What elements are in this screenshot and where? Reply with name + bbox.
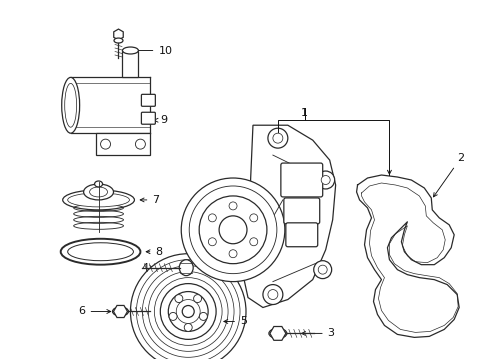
Circle shape <box>154 278 222 345</box>
Ellipse shape <box>179 260 193 276</box>
Circle shape <box>208 214 216 222</box>
Polygon shape <box>122 50 138 77</box>
Circle shape <box>199 312 207 320</box>
Circle shape <box>314 261 332 279</box>
Circle shape <box>175 294 183 303</box>
Circle shape <box>176 300 200 323</box>
Circle shape <box>130 254 246 360</box>
Circle shape <box>263 285 283 305</box>
Circle shape <box>273 133 283 143</box>
FancyBboxPatch shape <box>286 223 318 247</box>
Circle shape <box>148 272 228 351</box>
Ellipse shape <box>269 328 287 338</box>
Circle shape <box>317 171 335 189</box>
Text: 10: 10 <box>126 45 172 55</box>
Ellipse shape <box>95 181 102 187</box>
Circle shape <box>136 260 240 360</box>
Ellipse shape <box>65 84 76 127</box>
Ellipse shape <box>122 47 138 54</box>
Circle shape <box>318 265 327 274</box>
Text: 9: 9 <box>154 115 168 125</box>
Text: 7: 7 <box>140 195 159 205</box>
Circle shape <box>143 266 234 357</box>
Circle shape <box>268 128 288 148</box>
Ellipse shape <box>68 193 129 207</box>
Circle shape <box>321 176 330 184</box>
Ellipse shape <box>61 239 141 265</box>
Ellipse shape <box>63 190 134 210</box>
Circle shape <box>169 312 177 320</box>
Ellipse shape <box>68 243 133 261</box>
Circle shape <box>250 238 258 246</box>
Circle shape <box>184 323 192 332</box>
Text: 5: 5 <box>224 316 247 327</box>
FancyBboxPatch shape <box>142 94 155 106</box>
Text: 8: 8 <box>146 247 163 257</box>
Ellipse shape <box>113 307 128 316</box>
Text: 6: 6 <box>78 306 111 316</box>
Circle shape <box>229 250 237 258</box>
Circle shape <box>189 186 277 274</box>
Text: 4: 4 <box>141 263 154 273</box>
Polygon shape <box>96 133 150 155</box>
Text: 1: 1 <box>301 108 308 118</box>
Circle shape <box>181 178 285 282</box>
Circle shape <box>160 284 216 339</box>
Circle shape <box>199 196 267 264</box>
Circle shape <box>250 214 258 222</box>
Circle shape <box>268 289 278 300</box>
FancyBboxPatch shape <box>281 163 323 197</box>
Circle shape <box>100 139 111 149</box>
Ellipse shape <box>62 77 80 133</box>
Circle shape <box>168 292 208 332</box>
Polygon shape <box>243 125 336 307</box>
Ellipse shape <box>84 184 114 200</box>
FancyBboxPatch shape <box>284 198 319 224</box>
Ellipse shape <box>114 38 123 43</box>
Circle shape <box>219 216 247 244</box>
Circle shape <box>135 139 146 149</box>
Circle shape <box>182 306 194 318</box>
Text: 2: 2 <box>434 153 465 197</box>
FancyBboxPatch shape <box>142 112 155 124</box>
Circle shape <box>208 238 216 246</box>
Text: 3: 3 <box>301 328 335 338</box>
Circle shape <box>194 294 201 303</box>
Circle shape <box>229 202 237 210</box>
Ellipse shape <box>90 187 107 197</box>
